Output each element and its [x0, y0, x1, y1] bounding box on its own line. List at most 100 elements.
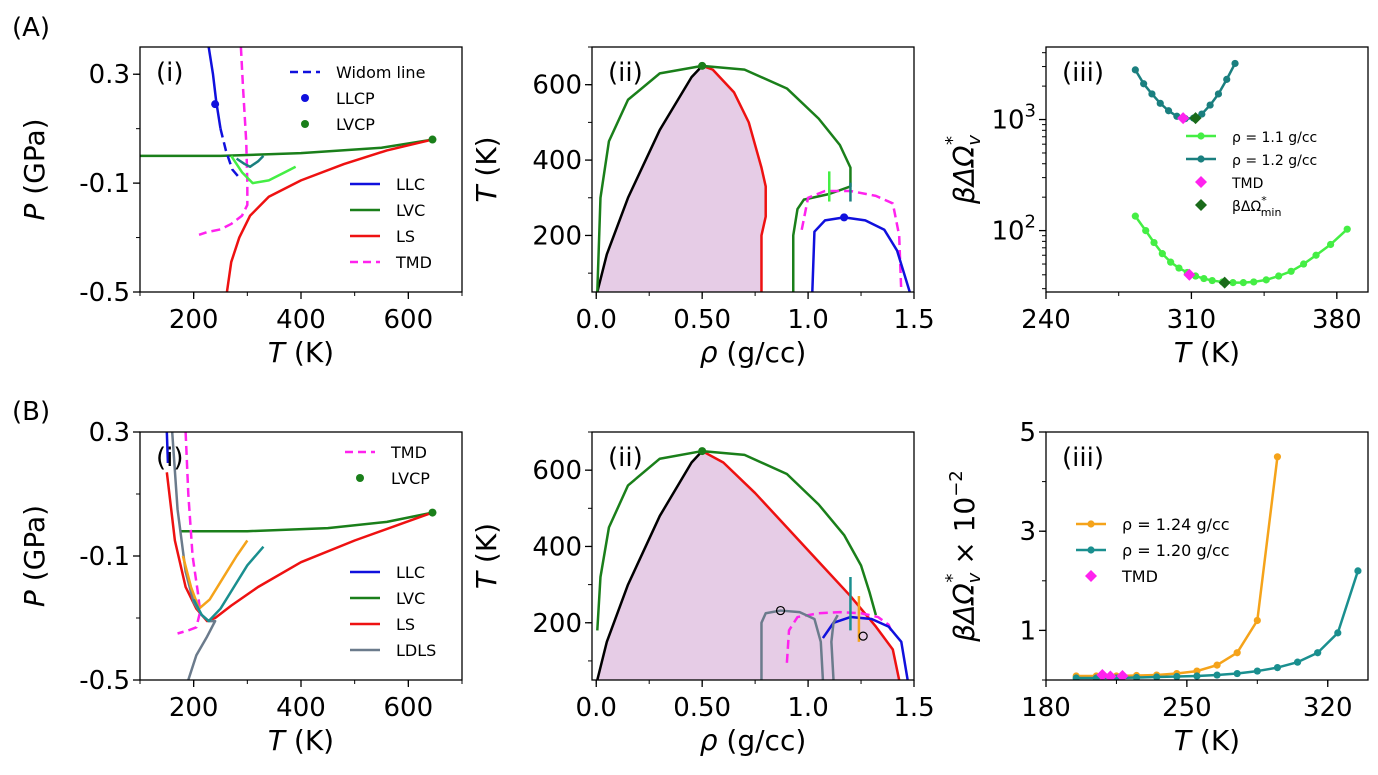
legend-swatch — [356, 474, 364, 482]
panel-a-ii: 0.0 0.50 1.0 1.5 200 400 600 (ii) ρ (g/cc) T (K) — [470, 46, 935, 369]
series-widom-line — [219, 128, 241, 179]
series--1-1-g-cc-point — [1175, 264, 1183, 272]
legend-entry-tmd: TMD — [1195, 176, 1263, 192]
x-tick-label: 320 — [1303, 693, 1353, 723]
x-tick-label: 0.50 — [673, 305, 731, 335]
x-tick-label: 310 — [1167, 305, 1217, 335]
panel-label: (iii) — [1062, 443, 1104, 473]
legend: TMD LVCP — [345, 443, 430, 488]
x-tick-label: 0.50 — [673, 693, 731, 723]
plot-area — [1072, 453, 1362, 680]
legend-swatch — [1195, 199, 1207, 211]
open-point-crossing — [858, 631, 868, 641]
y-axis-label: βΔΩv* — [942, 135, 985, 205]
series-ls-left — [596, 64, 704, 292]
legend-label-text: LVCP — [391, 469, 430, 488]
legend-entry--1-1-g-cc: ρ = 1.1 g/cc — [1186, 130, 1317, 146]
series-llc — [207, 47, 222, 129]
x-axis-label: ρ (g/cc) — [700, 336, 807, 369]
legend-swatch-marker — [1197, 155, 1205, 163]
y-tick-label: -0.5 — [79, 666, 130, 696]
legend-entry-lvcp: LVCP — [301, 115, 375, 134]
axes-frame — [1045, 46, 1369, 293]
axes-frame — [1045, 431, 1369, 681]
legend-label: ρ = 1.2 g/cc — [1232, 153, 1317, 169]
legend-label-text: βΔΩ — [1232, 199, 1262, 215]
x-axis-label-symbol: T — [268, 724, 287, 757]
y-tick-label: 102 — [991, 212, 1036, 247]
y-axis-label: P (GPa) — [18, 505, 51, 607]
y-axis-label: T (K) — [470, 523, 503, 589]
x-axis-label: T (K) — [268, 724, 334, 757]
legend-label: ρ = 1.1 g/cc — [1232, 130, 1317, 146]
series--1-2-g-cc-point — [1131, 66, 1139, 74]
series-tmd — [198, 47, 249, 237]
point-lvcp — [428, 135, 437, 144]
y-tick-base: 10 — [991, 217, 1024, 247]
legend: Widom line LLCP LVCP — [290, 63, 425, 134]
x-axis-label-unit: (K) — [285, 336, 334, 369]
x-tick-label: 400 — [276, 693, 326, 723]
legend-label: TMD — [1231, 176, 1263, 192]
y-tick-label: 200 — [532, 609, 582, 639]
legend-label-text: LVCP — [336, 115, 375, 134]
panel-b-ii: 0.0 0.50 1.0 1.5 200 400 600 (ii) ρ (g/cc) T (K) — [470, 431, 935, 757]
y-tick-label: 0.3 — [89, 60, 130, 90]
series--1-20-g-cc-point — [1173, 672, 1181, 680]
series--1-2-g-cc-point — [1231, 59, 1239, 68]
x-axis-label-symbol: T — [1174, 336, 1193, 369]
legend-label: LLC — [396, 175, 425, 194]
series--1-24-g-cc-point — [1273, 453, 1282, 461]
y-tick-base: 10 — [991, 106, 1024, 136]
legend-label: βΔΩ* min — [1232, 194, 1281, 219]
series--1-24-g-cc-point — [1233, 649, 1241, 657]
legend-label: TMD — [395, 253, 432, 272]
legend-swatch — [1085, 570, 1097, 582]
legend-label: LVC — [396, 589, 425, 608]
legend-label-text: TMD — [395, 253, 432, 272]
x-axis-label: T (K) — [1174, 336, 1240, 369]
series--1-20-g-cc-point — [1132, 673, 1141, 680]
y-tick-exp: 3 — [1025, 101, 1036, 122]
axes-frame — [591, 46, 915, 293]
series--1-24-g-cc — [1076, 456, 1279, 678]
legend-label: LS — [396, 227, 415, 246]
plot-area — [1131, 59, 1351, 289]
legend: LLC LVC LS TMD — [350, 175, 432, 272]
plot-area — [140, 47, 433, 292]
series--1-20-g-cc-point — [1153, 673, 1161, 680]
panel-label: (ii) — [608, 443, 643, 473]
legend-label: LVCP — [336, 115, 375, 134]
series-tmd — [800, 189, 903, 292]
series-rho-1-1-g-cc — [230, 155, 297, 185]
y-tick-label: 600 — [532, 456, 582, 486]
y-tick-label: -0.1 — [79, 542, 130, 572]
series--1-20-g-cc-point — [1253, 667, 1261, 675]
x-tick-label: 600 — [384, 693, 434, 723]
panel-a-i: 200 400 600 0.3 -0.1 -0.5 (i) T (K) P (GPa) Widom… — [18, 46, 463, 369]
y-axis-label-tail-exp: −2 — [946, 470, 967, 497]
y-tick-exp: 2 — [1025, 212, 1036, 233]
series--1-1-g-cc — [1134, 215, 1349, 284]
x-axis-label-symbol: ρ — [700, 724, 718, 757]
series-rho-1-2-g-cc — [235, 155, 265, 169]
series--1-20-g-cc-point — [1213, 671, 1221, 679]
point-lvcp — [698, 61, 707, 70]
series-lvc — [140, 138, 433, 158]
x-tick-label: 0.0 — [576, 693, 617, 723]
legend-label: LVC — [396, 201, 425, 220]
x-axis-label-unit: (g/cc) — [718, 336, 807, 369]
series-ls — [701, 449, 901, 680]
x-tick-label: 1.0 — [787, 305, 828, 335]
legend-swatch — [301, 94, 309, 102]
series--1-24-g-cc-point — [1213, 661, 1221, 669]
series-rho-1-24-g-cc — [181, 539, 249, 610]
series-lvc — [180, 511, 433, 533]
y-axis-label-unit: (GPa) — [18, 505, 51, 590]
series-tmd-marker — [1177, 112, 1190, 125]
series--1-20-g-cc-point — [1233, 669, 1241, 678]
x-tick-label: 1.5 — [893, 305, 934, 335]
series--1-20-g-cc-point — [1072, 674, 1080, 680]
y-axis-label-sub: v — [964, 572, 985, 583]
